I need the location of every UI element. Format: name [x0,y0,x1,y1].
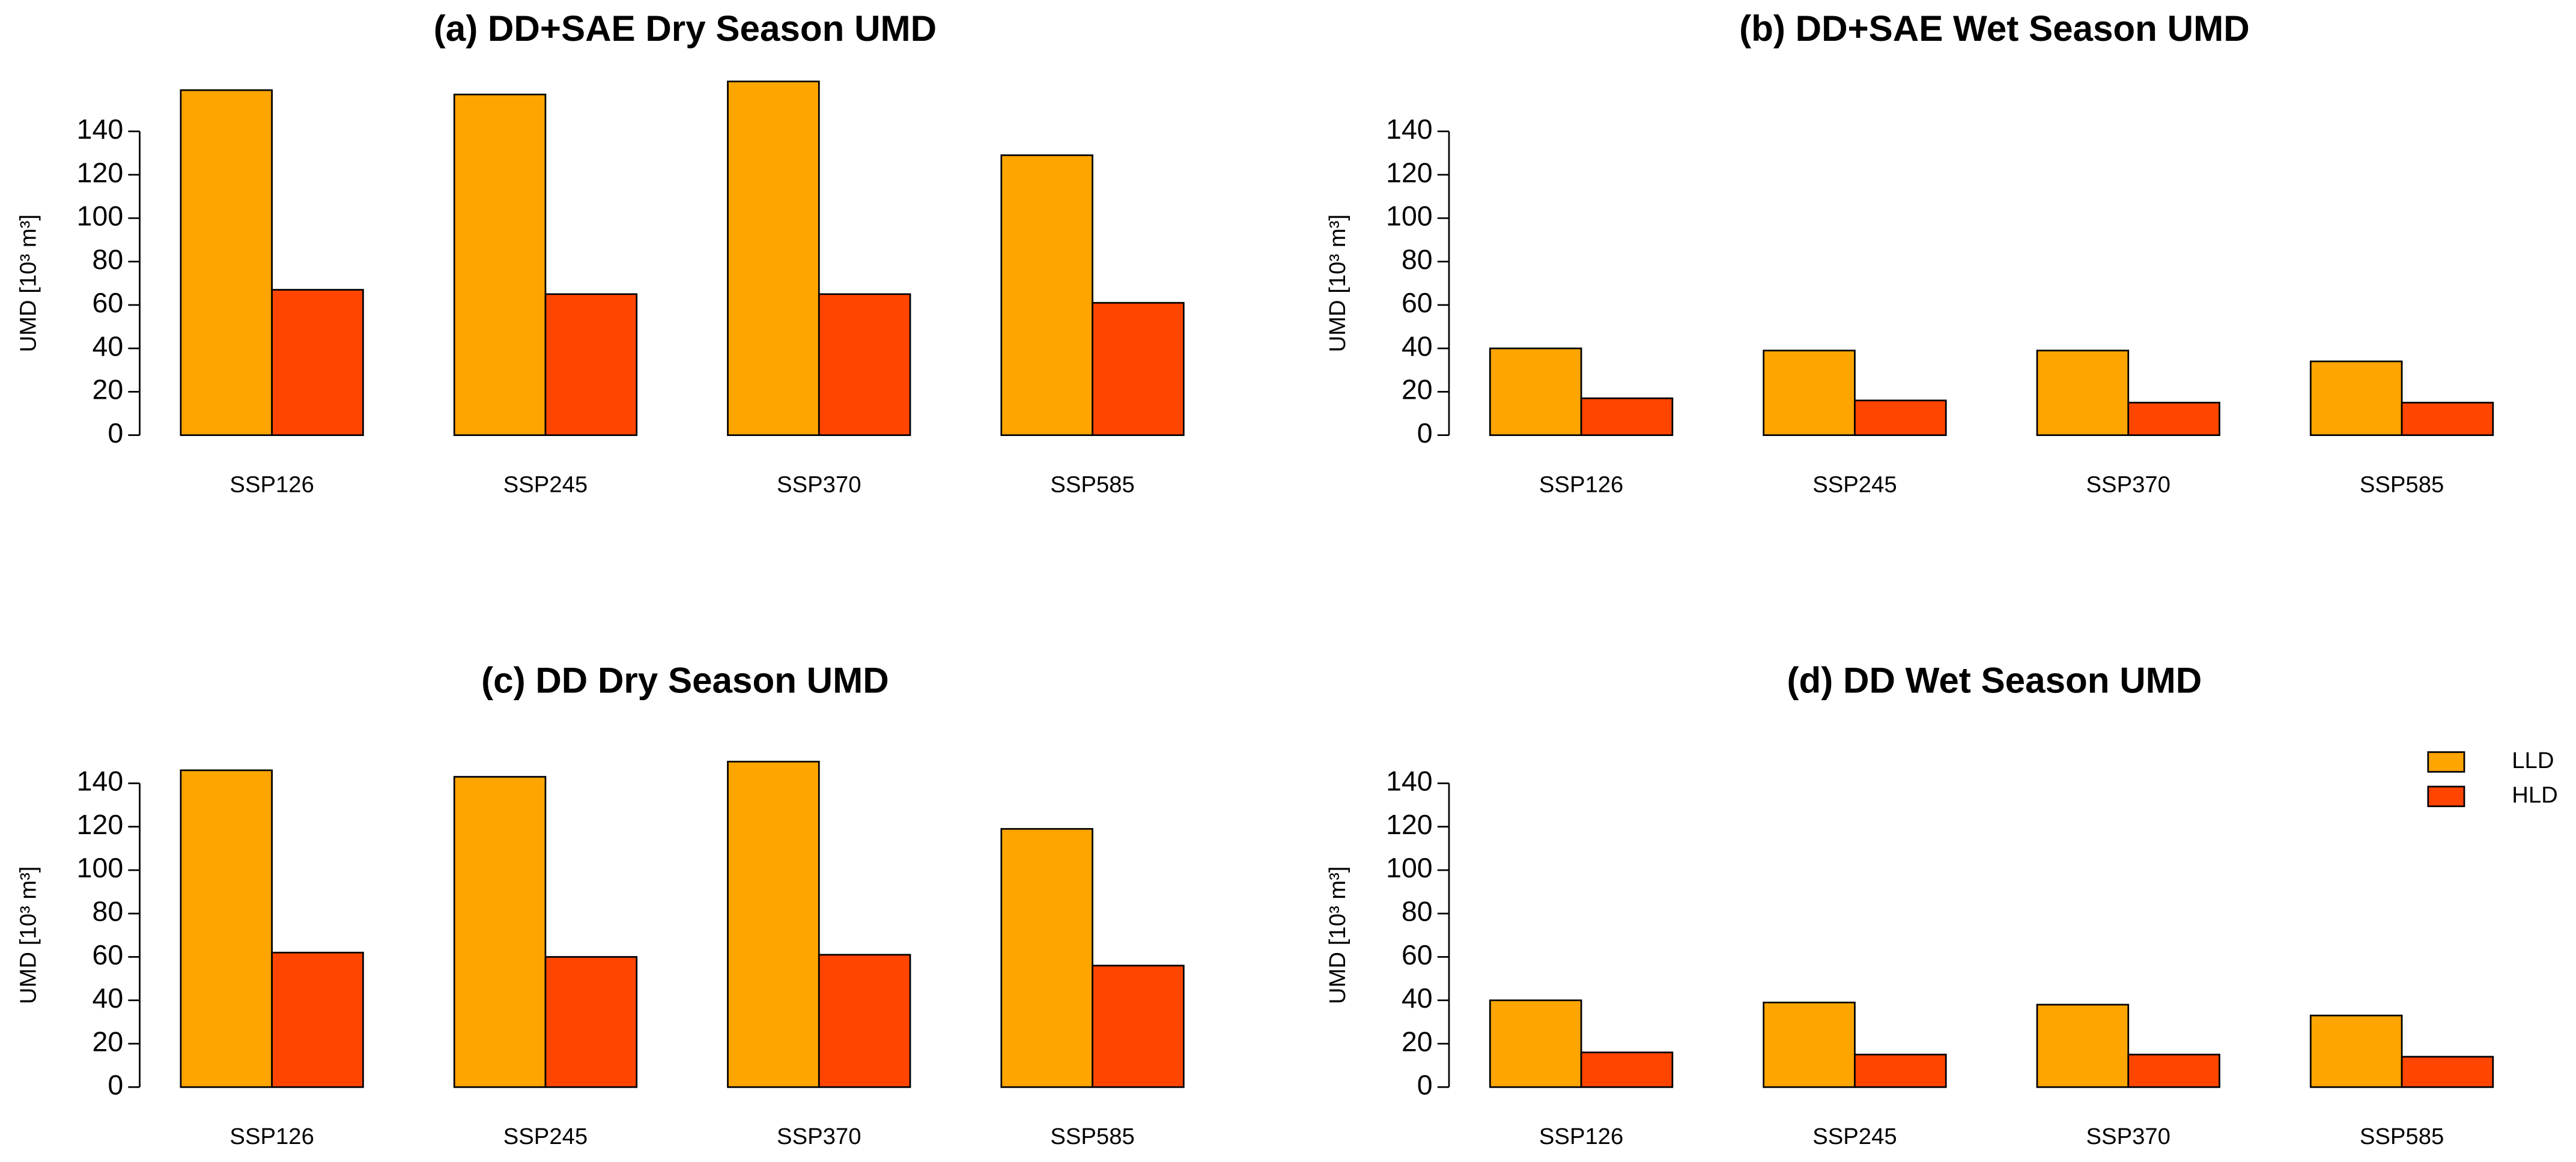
x-tick-label: SSP126 [1539,472,1623,498]
bar [1092,964,1185,1088]
y-tick-label: 120 [77,157,124,188]
x-tick-label: SSP245 [503,1124,588,1149]
bar [271,289,364,437]
y-axis-label: UMD [10³ m³] [15,867,41,1005]
y-tick-label: 80 [1402,895,1433,927]
y-tick-label: 120 [77,809,124,840]
y-tick-label: 60 [92,287,123,318]
y-tick-label: 40 [1402,982,1433,1014]
y-tick-label: 60 [1402,939,1433,970]
chart-title: (b) DD+SAE Wet Season UMD [1739,8,2250,49]
x-tick-label: SSP126 [1539,1124,1623,1149]
bar [1763,1002,1856,1088]
y-tick-label: 20 [1402,374,1433,405]
x-tick-label: SSP245 [1812,1124,1897,1149]
bar [1489,347,1582,437]
legend-label: LLD [2512,748,2554,773]
y-tick-label: 140 [77,766,124,797]
bar [1854,1053,1947,1088]
bar [1580,397,1674,437]
bar [1489,999,1582,1088]
x-tick-label: SSP585 [2360,472,2444,498]
chart-title: (d) DD Wet Season UMD [1787,660,2202,700]
y-tick-label: 20 [92,1026,123,1057]
y-axis-label: UMD [10³ m³] [1325,867,1350,1005]
bar [271,951,364,1088]
y-tick-label: 120 [1386,157,1433,188]
y-tick-label: 100 [77,852,124,883]
bar [1763,350,1856,437]
bar [544,956,638,1088]
x-tick-label: SSP245 [1812,472,1897,498]
y-tick-label: 80 [1402,244,1433,275]
y-tick-label: 100 [1386,201,1433,232]
x-tick-label: SSP585 [2360,1124,2444,1149]
x-tick-label: SSP370 [777,1124,861,1149]
bar [453,776,547,1088]
y-tick-label: 100 [1386,852,1433,883]
bar [1000,154,1093,437]
y-tick-label: 60 [92,939,123,970]
y-tick-label: 100 [77,201,124,232]
bar [180,89,273,437]
bar [727,80,820,437]
bar [2036,350,2130,437]
y-tick-label: 0 [108,417,123,449]
y-axis-label: UMD [10³ m³] [15,214,41,353]
legend-swatch [2427,785,2465,808]
bar [2401,1056,2494,1088]
bar [544,293,638,437]
x-tick-label: SSP370 [2086,472,2170,498]
chart-title: (a) DD+SAE Dry Season UMD [434,8,937,49]
y-tick-label: 80 [92,244,123,275]
bar [2127,1053,2220,1088]
x-tick-label: SSP585 [1050,472,1134,498]
x-tick-label: SSP585 [1050,1124,1134,1149]
bar [2401,402,2494,437]
bar [818,293,911,437]
legend-swatch [2427,751,2465,773]
x-tick-label: SSP126 [229,472,314,498]
y-tick-label: 140 [1386,113,1433,145]
bar [818,954,911,1088]
x-tick-label: SSP245 [503,472,588,498]
y-tick-label: 0 [1417,417,1433,449]
legend-label: HLD [2512,782,2558,808]
bar [1854,399,1947,437]
y-tick-label: 140 [77,113,124,145]
bar [1000,828,1093,1088]
bar [180,769,273,1088]
bar [727,760,820,1088]
x-tick-label: SSP370 [2086,1124,2170,1149]
y-tick-label: 40 [1402,330,1433,362]
bar [2127,402,2220,437]
y-axis-label: UMD [10³ m³] [1325,214,1350,353]
bar [453,93,547,437]
y-tick-label: 20 [92,374,123,405]
y-tick-label: 0 [108,1070,123,1101]
y-tick-label: 40 [92,982,123,1014]
bar [1580,1052,1674,1088]
bar [2036,1003,2130,1088]
y-tick-label: 140 [1386,766,1433,797]
x-tick-label: SSP126 [229,1124,314,1149]
chart-title: (c) DD Dry Season UMD [481,660,889,700]
y-tick-label: 60 [1402,287,1433,318]
bar [2309,1014,2403,1088]
y-tick-label: 80 [92,895,123,927]
y-tick-label: 120 [1386,809,1433,840]
y-tick-label: 20 [1402,1026,1433,1057]
bar [1092,301,1185,437]
bar [2309,360,2403,437]
x-tick-label: SSP370 [777,472,861,498]
y-tick-label: 0 [1417,1070,1433,1101]
y-tick-label: 40 [92,330,123,362]
